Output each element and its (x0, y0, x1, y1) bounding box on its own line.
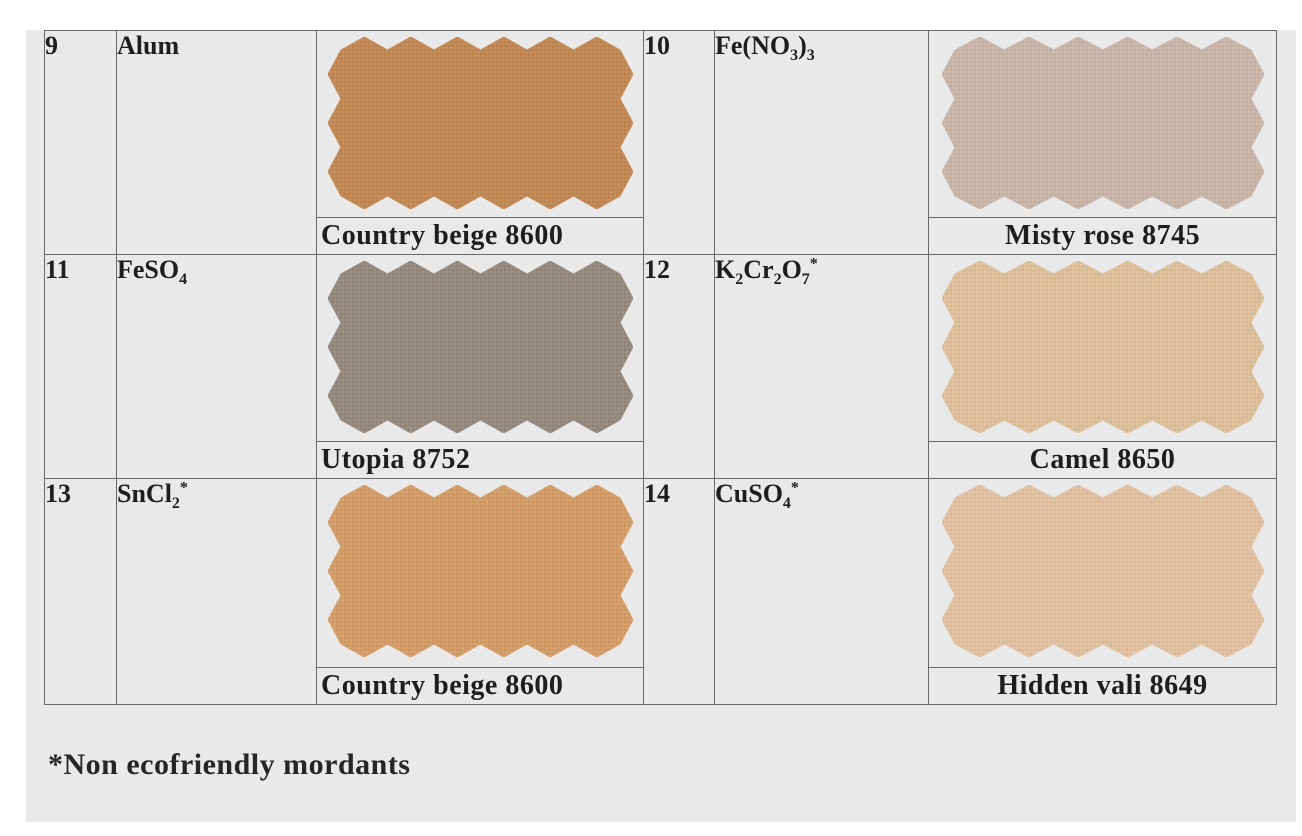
sample-number: 14 (643, 478, 715, 705)
fabric-swatch-cell: Country beige 8600 (316, 478, 644, 705)
fabric-swatch (929, 255, 1276, 438)
formula-subscript: 2 (735, 271, 744, 289)
sample-number: 9 (44, 30, 117, 255)
shade-label: Country beige 8600 (317, 217, 643, 254)
table-row: 9 Alum Country beige 8600 10 Fe(NO3)3 Misty… (44, 30, 1277, 255)
sample-number: 10 (643, 30, 715, 255)
sample-number: 13 (44, 478, 117, 705)
shade-label: Misty rose 8745 (929, 217, 1276, 254)
fabric-swatch (317, 479, 643, 662)
fabric-swatch (929, 479, 1276, 662)
formula-text: O (781, 255, 802, 284)
formula-subscript: 7 (801, 271, 810, 289)
fabric-swatch (929, 31, 1276, 214)
mordant-name: SnCl2* (116, 478, 317, 705)
shade-label: Country beige 8600 (317, 667, 643, 704)
asterisk-mark: * (790, 479, 799, 497)
formula-subscript: 4 (179, 271, 188, 289)
mordant-shade-table: 9 Alum Country beige 8600 10 Fe(NO3)3 Misty… (44, 30, 1277, 705)
fabric-swatch-cell: Hidden vali 8649 (928, 478, 1277, 705)
fabric-swatch (317, 255, 643, 438)
fabric-swatch-shape (941, 36, 1264, 209)
mordant-name: Fe(NO3)3 (714, 30, 929, 255)
formula-text: Cr (743, 255, 774, 284)
mordant-name: FeSO4 (116, 254, 317, 479)
shade-label: Utopia 8752 (317, 441, 643, 478)
mordant-name: CuSO4* (714, 478, 929, 705)
asterisk-mark: * (809, 255, 818, 273)
fabric-swatch-cell: Country beige 8600 (316, 30, 644, 255)
mordant-name: K2Cr2O7* (714, 254, 929, 479)
sample-number: 11 (44, 254, 117, 479)
shade-label: Camel 8650 (929, 441, 1276, 478)
shade-label: Hidden vali 8649 (929, 667, 1276, 704)
formula-text: ) (798, 31, 807, 60)
sample-number: 12 (643, 254, 715, 479)
formula-subscript: 2 (773, 271, 782, 289)
fabric-swatch-shape (327, 36, 633, 209)
fabric-swatch-shape (941, 260, 1264, 433)
formula-subscript: 4 (782, 495, 791, 513)
fabric-swatch-cell: Utopia 8752 (316, 254, 644, 479)
fabric-swatch-cell: Camel 8650 (928, 254, 1277, 479)
formula-subscript: 3 (806, 47, 815, 65)
formula-subscript: 3 (790, 47, 799, 65)
asterisk-mark: * (179, 479, 188, 497)
table-row: 11 FeSO4 Utopia 8752 12 K2Cr2O7* Camel 8650 (44, 254, 1277, 479)
fabric-swatch (317, 31, 643, 214)
fabric-swatch-shape (327, 260, 633, 433)
fabric-swatch-cell: Misty rose 8745 (928, 30, 1277, 255)
fabric-swatch-shape (327, 484, 633, 657)
mordant-name: Alum (116, 30, 317, 255)
footnote: *Non ecofriendly mordants (48, 748, 411, 781)
table-row: 13 SnCl2* Country beige 8600 14 CuSO4* Hidd… (44, 478, 1277, 705)
fabric-swatch-shape (941, 484, 1264, 657)
formula-subscript: 2 (171, 495, 180, 513)
